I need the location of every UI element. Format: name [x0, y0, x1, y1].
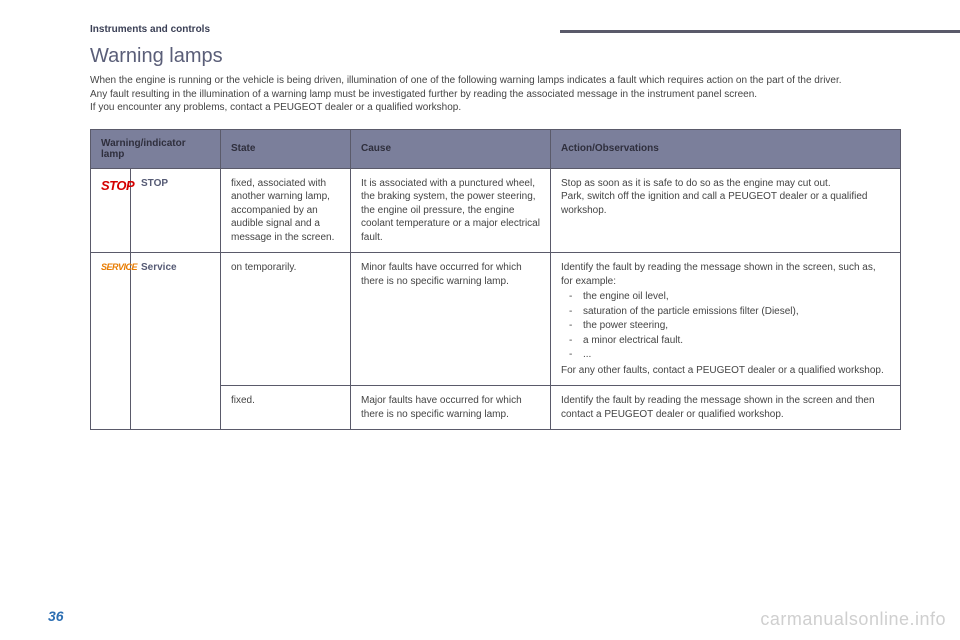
intro-line-2: Any fault resulting in the illumination …	[90, 89, 757, 100]
stop-action-line1: Stop as soon as it is safe to do so as t…	[561, 178, 831, 189]
service-row2-state: fixed.	[221, 386, 351, 430]
col-header-state: State	[221, 129, 351, 168]
intro-line-3: If you encounter any problems, contact a…	[90, 102, 461, 113]
col-header-action: Action/Observations	[551, 129, 901, 168]
top-rule	[560, 30, 960, 33]
stop-cause: It is associated with a punctured wheel,…	[351, 168, 551, 253]
list-item: the engine oil level,	[583, 290, 890, 304]
table-row: SERVICE Service on temporarily. Minor fa…	[91, 253, 901, 386]
list-item: ...	[583, 348, 890, 362]
stop-action-line2: Park, switch off the ignition and call a…	[561, 191, 867, 216]
list-item: saturation of the particle emissions fil…	[583, 305, 890, 319]
manual-page: Instruments and controls Warning lamps W…	[0, 0, 960, 640]
list-item: the power steering,	[583, 319, 890, 333]
service-row2-action: Identify the fault by reading the messag…	[551, 386, 901, 430]
service-fault-list: the engine oil level, saturation of the …	[561, 290, 890, 362]
service-row2-cause: Major faults have occurred for which the…	[351, 386, 551, 430]
service-action-intro: Identify the fault by reading the messag…	[561, 262, 876, 287]
watermark: carmanualsonline.info	[760, 609, 946, 630]
stop-action: Stop as soon as it is safe to do so as t…	[551, 168, 901, 253]
service-row1-cause: Minor faults have occurred for which the…	[351, 253, 551, 386]
warning-lamps-table: Warning/indicator lamp State Cause Actio…	[90, 129, 901, 431]
service-row1-state: on temporarily.	[221, 253, 351, 386]
intro-line-1: When the engine is running or the vehicl…	[90, 75, 842, 86]
service-name-cell: Service	[131, 253, 221, 430]
intro-text: When the engine is running or the vehicl…	[90, 74, 890, 115]
page-title: Warning lamps	[90, 45, 912, 68]
stop-state: fixed, associated with another warning l…	[221, 168, 351, 253]
service-name: Service	[141, 262, 177, 273]
page-number: 36	[48, 608, 64, 624]
stop-icon: STOP	[101, 178, 134, 193]
service-row1-action: Identify the fault by reading the messag…	[551, 253, 901, 386]
col-header-cause: Cause	[351, 129, 551, 168]
service-icon-cell: SERVICE	[91, 253, 131, 430]
col-header-lamp: Warning/indicator lamp	[91, 129, 221, 168]
service-action-outro: For any other faults, contact a PEUGEOT …	[561, 365, 884, 376]
stop-name: STOP	[141, 178, 168, 189]
stop-icon-cell: STOP	[91, 168, 131, 253]
table-row: STOP STOP fixed, associated with another…	[91, 168, 901, 253]
table-header-row: Warning/indicator lamp State Cause Actio…	[91, 129, 901, 168]
list-item: a minor electrical fault.	[583, 334, 890, 348]
stop-name-cell: STOP	[131, 168, 221, 253]
service-icon: SERVICE	[101, 262, 137, 272]
